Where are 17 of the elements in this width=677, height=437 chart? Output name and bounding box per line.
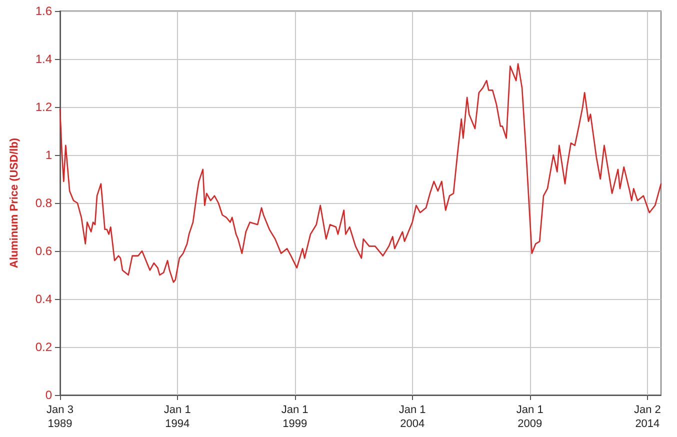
- y-tick-label: 1.6: [35, 4, 52, 18]
- y-axis-title: Aluminum Price (USD/lb): [8, 138, 20, 268]
- x-tick-label: Jan 1 2009: [516, 404, 544, 430]
- x-tick-label: Jan 1 1999: [281, 404, 308, 430]
- x-tick-label: Jan 3 1989: [46, 404, 74, 430]
- y-tick-label: 1.2: [35, 100, 52, 114]
- line-series: [59, 63, 662, 283]
- x-tick-label: Jan 2 2014: [634, 404, 661, 430]
- x-tick-label: Jan 1 2004: [398, 404, 426, 430]
- y-tick-label: 0.4: [35, 292, 52, 306]
- y-tick-label: 1.4: [35, 52, 52, 66]
- y-tick-label: 1: [45, 148, 52, 162]
- x-tick-label: Jan 1 1994: [164, 404, 191, 430]
- y-tick-label: 0: [45, 388, 52, 402]
- y-tick-label: 0.8: [35, 196, 52, 210]
- y-tick-label: 0.2: [35, 340, 52, 354]
- y-tick-label: 0.6: [35, 244, 52, 258]
